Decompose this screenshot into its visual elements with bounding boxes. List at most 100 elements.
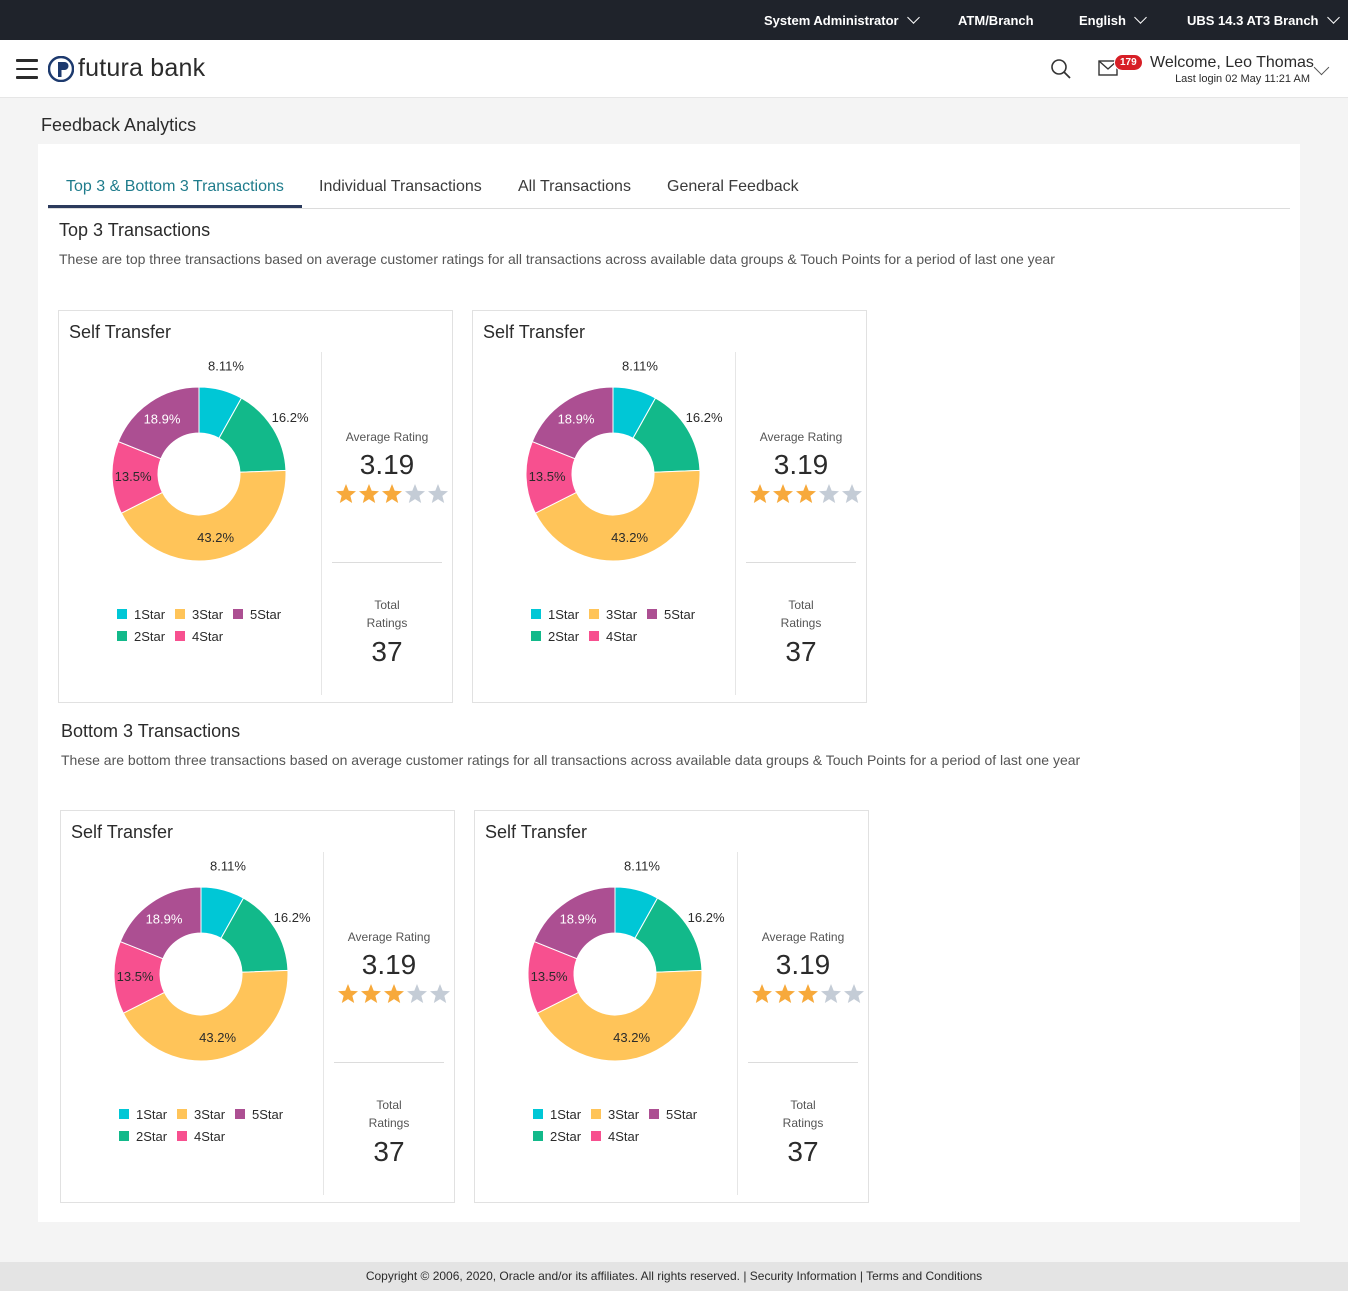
chart-legend: 1Star 3Star 5Star 2Star 4Star [117,603,317,647]
total-ratings-label-line1: Total [374,598,400,612]
chevron-down-icon [1326,11,1340,24]
total-ratings-label-line2: Ratings [368,1116,410,1130]
total-ratings-label-line1: Total [788,598,814,612]
slice-label-2star: 16.2% [686,410,723,425]
legend-item-5star[interactable]: 5Star [649,1107,707,1122]
legend-swatch [589,609,599,619]
branch-type-link[interactable]: ATM/Branch [958,13,1034,28]
tab-individual[interactable]: Individual Transactions [319,178,482,195]
language-label: English [1079,13,1126,28]
brand-name: futura bank [78,54,206,82]
card-divider [735,352,736,695]
legend-label: 5Star [664,606,696,622]
user-info[interactable]: Welcome, Leo Thomas Last login 02 May 11… [1150,54,1314,85]
card-divider [321,352,322,695]
slice-label-4star: 13.5% [117,969,154,984]
legend-item-2star[interactable]: 2Star [533,1129,591,1144]
legend-item-2star[interactable]: 2Star [117,629,175,644]
legend-item-4star[interactable]: 4Star [175,629,233,644]
slice-5star[interactable] [531,386,614,460]
legend-swatch [533,1109,543,1119]
slice-5star[interactable] [533,886,616,960]
legend-item-4star[interactable]: 4Star [177,1129,235,1144]
star-filled-icon [384,984,404,1003]
legend-row: 1Star 3Star 5Star [531,603,731,625]
slice-label-1star: 8.11% [208,359,244,374]
legend-item-1star[interactable]: 1Star [531,607,589,622]
notification-badge[interactable]: 179 [1114,54,1143,71]
legend-label: 2Star [136,1128,168,1144]
menu-icon[interactable] [16,59,38,79]
bottom-section-description: These are bottom three transactions base… [61,752,1081,768]
user-menu-chevron-icon[interactable] [1313,59,1330,76]
language-dropdown[interactable]: English [1079,11,1147,28]
legend-swatch [235,1109,245,1119]
legend-row: 1Star 3Star 5Star [119,1103,319,1125]
slice-label-4star: 13.5% [531,969,568,984]
security-information-link[interactable]: Security Information [749,1269,857,1283]
star-rating [751,983,866,1007]
legend-item-5star[interactable]: 5Star [233,607,291,622]
slice-3star[interactable] [534,469,701,562]
legend-label: 1Star [136,1106,168,1122]
search-icon[interactable] [1050,58,1072,80]
slice-3star[interactable] [120,469,287,562]
legend-item-1star[interactable]: 1Star [533,1107,591,1122]
stats-divider [334,1062,444,1063]
total-ratings-label-line1: Total [376,1098,402,1112]
chart-legend: 1Star 3Star 5Star 2Star 4Star [533,1103,733,1147]
star-filled-icon [750,484,770,503]
legend-item-2star[interactable]: 2Star [119,1129,177,1144]
tab-general-feedback[interactable]: General Feedback [667,178,799,195]
average-rating-label: Average Rating [759,430,843,444]
legend-swatch [591,1131,601,1141]
legend-item-1star[interactable]: 1Star [117,607,175,622]
legend-swatch [175,609,185,619]
total-ratings-label: Total Ratings [324,1096,454,1132]
donut-chart: 8.11% 16.2% 43.2% 13.5% 18.9% [113,859,311,1062]
legend-item-2star[interactable]: 2Star [531,629,589,644]
tab-bar: Top 3 & Bottom 3 Transactions Individual… [48,166,1290,209]
legend-item-4star[interactable]: 4Star [591,1129,649,1144]
legend-swatch [649,1109,659,1119]
legend-row: 2Star 4Star [533,1125,733,1147]
legend-label: 3Star [606,606,638,622]
legend-label: 4Star [192,628,224,644]
star-filled-icon [338,984,358,1003]
star-empty-icon [430,984,450,1003]
legend-item-4star[interactable]: 4Star [589,629,647,644]
slice-5star[interactable] [117,386,200,460]
role-dropdown[interactable]: System Administrator [764,11,920,28]
legend-item-3star[interactable]: 3Star [591,1107,649,1122]
average-rating-label: Average Rating [761,930,845,944]
legend-item-3star[interactable]: 3Star [175,607,233,622]
legend-item-5star[interactable]: 5Star [235,1107,293,1122]
brand-logo[interactable]: futura bank [48,54,205,83]
legend-swatch [177,1109,187,1119]
terms-and-conditions-link[interactable]: Terms and Conditions [866,1269,983,1283]
slice-3star[interactable] [122,969,289,1062]
slice-5star[interactable] [119,886,202,960]
legend-swatch [533,1131,543,1141]
slice-label-2star: 16.2% [688,910,725,925]
branch-label: UBS 14.3 AT3 Branch [1187,13,1319,28]
tab-all[interactable]: All Transactions [518,178,631,195]
legend-item-1star[interactable]: 1Star [119,1107,177,1122]
branch-type-label: ATM/Branch [958,13,1034,28]
slice-label-4star: 13.5% [529,469,566,484]
slice-label-5star: 18.9% [560,911,597,926]
slice-3star[interactable] [536,969,703,1062]
legend-label: 2Star [550,1128,582,1144]
star-filled-icon [775,984,795,1003]
copyright-text: Copyright © 2006, 2020, Oracle and/or it… [365,1269,740,1283]
tab-top-bottom[interactable]: Top 3 & Bottom 3 Transactions [66,178,284,195]
futura-logo-icon [48,55,74,82]
star-filled-icon [752,984,772,1003]
slice-label-5star: 18.9% [558,411,595,426]
slice-label-5star: 18.9% [146,911,183,926]
legend-item-3star[interactable]: 3Star [589,607,647,622]
legend-item-3star[interactable]: 3Star [177,1107,235,1122]
branch-dropdown[interactable]: UBS 14.3 AT3 Branch [1187,11,1340,28]
legend-item-5star[interactable]: 5Star [647,607,705,622]
footer-separator: | [859,1269,863,1283]
